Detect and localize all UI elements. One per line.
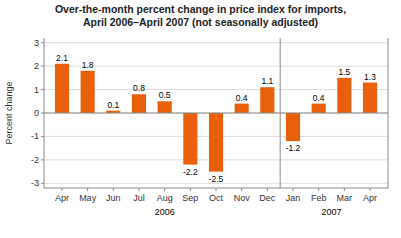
x-tick	[216, 188, 217, 191]
data-label: -2.5	[209, 174, 224, 184]
subtitle: April 2006–April 2007 (not seasonally ad…	[83, 16, 318, 28]
bar	[158, 101, 172, 113]
x-tick-label: Jun	[106, 193, 121, 203]
x-tick	[370, 188, 371, 191]
bar	[183, 113, 197, 165]
y-axis-label: Percent change	[4, 81, 14, 144]
bars	[55, 64, 377, 172]
data-label: 0.1	[107, 100, 119, 110]
x-tick-label: Sep	[182, 193, 198, 203]
year-label: 2007	[322, 207, 342, 217]
bar	[132, 94, 146, 113]
year-label: 2006	[155, 207, 175, 217]
bar	[55, 64, 69, 113]
data-label: 1.3	[364, 72, 376, 82]
x-tick	[61, 188, 62, 191]
bar	[81, 71, 95, 113]
data-label: 0.4	[236, 93, 248, 103]
grid-line	[44, 42, 388, 43]
data-label: -1.2	[286, 143, 301, 153]
x-tick	[138, 188, 139, 191]
y-tick-label: 1	[34, 85, 39, 95]
x-tick-label: Jan	[286, 193, 301, 203]
y-tick-label: 0	[34, 108, 39, 118]
x-tick	[293, 188, 294, 191]
data-label: -2.2	[183, 167, 198, 177]
data-label: 2.1	[56, 53, 68, 63]
grid-line	[44, 66, 388, 67]
x-tick-label: Apr	[363, 193, 377, 203]
grid-line	[44, 113, 388, 114]
x-tick-label: Dec	[259, 193, 276, 203]
bar	[312, 104, 326, 113]
x-tick	[344, 188, 345, 191]
bar	[209, 113, 223, 172]
x-tick-label: Nov	[234, 193, 251, 203]
x-tick-label: Mar	[337, 193, 353, 203]
x-tick	[190, 188, 191, 191]
x-tick-label: May	[79, 193, 97, 203]
data-label: 0.4	[313, 93, 325, 103]
data-label: 0.5	[159, 90, 171, 100]
bar	[260, 87, 274, 113]
bar	[363, 83, 377, 113]
x-tick-label: Apr	[55, 193, 69, 203]
y-tick-label: -2	[31, 155, 39, 165]
y-tick-label: 3	[34, 38, 39, 48]
y-tick-label: 2	[34, 61, 39, 71]
data-label: 1.8	[82, 60, 94, 70]
zero-line	[44, 113, 388, 114]
x-tick	[87, 188, 88, 191]
bar	[286, 113, 300, 141]
separator	[280, 38, 281, 188]
x-tick-label: Jul	[133, 193, 145, 203]
title: Over-the-month percent change in price i…	[55, 3, 346, 15]
data-label: 0.8	[133, 83, 145, 93]
x-tick	[113, 188, 114, 191]
y-tick-label: -3	[31, 178, 39, 188]
grid-line	[44, 89, 388, 90]
x-tick	[241, 188, 242, 191]
data-label: 1.5	[338, 67, 350, 77]
y-tick-label: -1	[31, 131, 39, 141]
bar	[235, 104, 249, 113]
x-tick-label: Oct	[209, 193, 224, 203]
x-tick	[318, 188, 319, 191]
x-tick	[164, 188, 165, 191]
bar	[337, 78, 351, 113]
chart: Over-the-month percent change in price i…	[0, 0, 401, 238]
data-label: 1.1	[261, 76, 273, 86]
x-tick-label: Feb	[311, 193, 327, 203]
x-tick-label: Aug	[157, 193, 173, 203]
x-tick	[267, 188, 268, 191]
